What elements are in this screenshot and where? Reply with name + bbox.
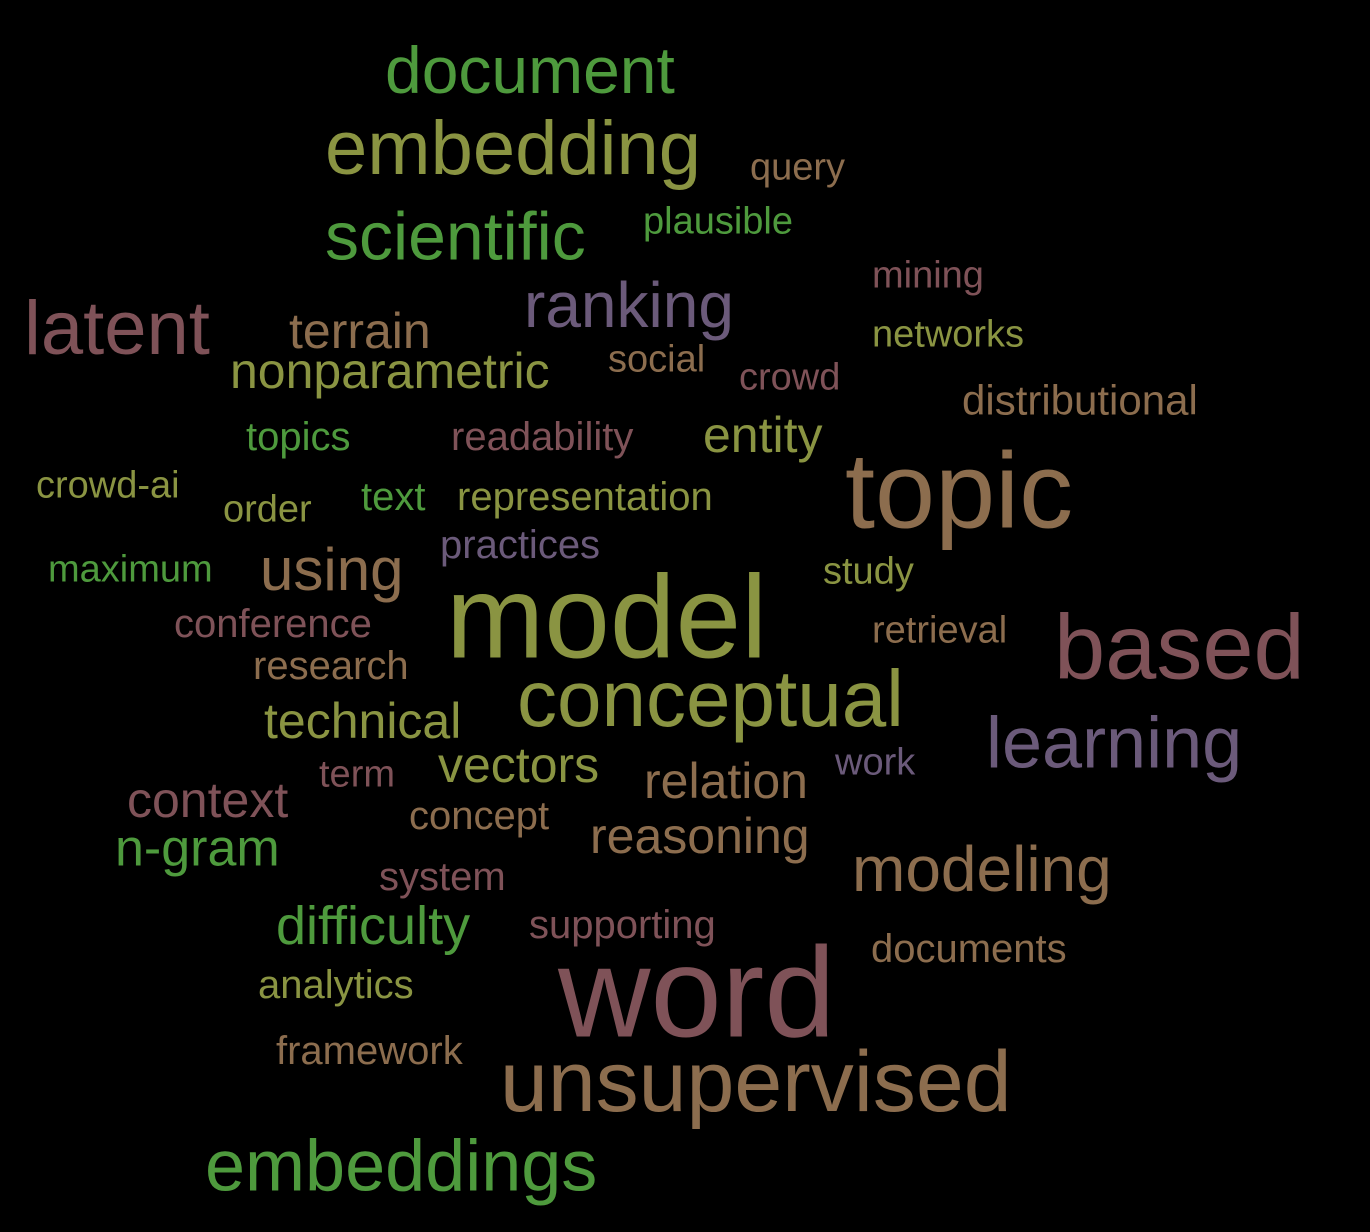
word-documents: documents [871,927,1067,971]
word-term: term [319,753,395,796]
word-using: using [260,536,404,603]
word-reasoning: reasoning [590,808,810,864]
word-query: query [750,146,846,189]
word-context: context [127,772,289,828]
word-conceptual: conceptual [517,654,904,743]
word-retrieval: retrieval [872,609,1008,652]
word-practices: practices [440,523,601,567]
word-word: word [558,921,836,1065]
word-modeling: modeling [852,832,1112,905]
word-model: model [446,551,768,684]
word-text: text [361,475,426,519]
word-research: research [253,644,409,688]
word-conference: conference [174,602,372,646]
word-vectors: vectors [438,737,600,793]
word-supporting: supporting [529,903,716,947]
word-entity: entity [703,407,823,463]
word-embeddings: embeddings [205,1126,598,1207]
word-scientific: scientific [325,198,586,275]
word-representation: representation [457,475,713,519]
word-difficulty: difficulty [276,895,471,956]
word-ranking: ranking [524,268,734,341]
word-terrain: terrain [289,303,431,359]
word-framework: framework [276,1029,463,1073]
word-readability: readability [451,415,634,459]
word-crowd: crowd [739,356,841,399]
word-maximum: maximum [48,548,213,591]
word-learning: learning [986,703,1243,784]
word-nonparametric: nonparametric [230,343,550,399]
word-distributional: distributional [962,376,1198,424]
word-social: social [608,338,706,381]
word-system: system [379,855,506,899]
word-embedding: embedding [325,106,702,192]
word-relation: relation [644,753,808,809]
word-plausible: plausible [643,200,793,243]
word-based: based [1054,596,1305,699]
word-mining: mining [872,254,984,297]
word-technical: technical [264,693,462,749]
word-analytics: analytics [258,963,414,1007]
word-crowd-ai: crowd-ai [36,464,180,507]
word-topic: topic [845,429,1074,551]
word-study: study [823,550,914,593]
word-order: order [223,488,312,531]
word-concept: concept [409,794,550,838]
word-n-gram: n-gram [115,819,280,878]
word-latent: latent [24,286,210,372]
word-work: work [835,741,916,784]
word-unsupervised: unsupervised [500,1034,1012,1131]
word-document: document [385,33,675,108]
word-networks: networks [872,313,1025,356]
word-topics: topics [246,415,351,459]
